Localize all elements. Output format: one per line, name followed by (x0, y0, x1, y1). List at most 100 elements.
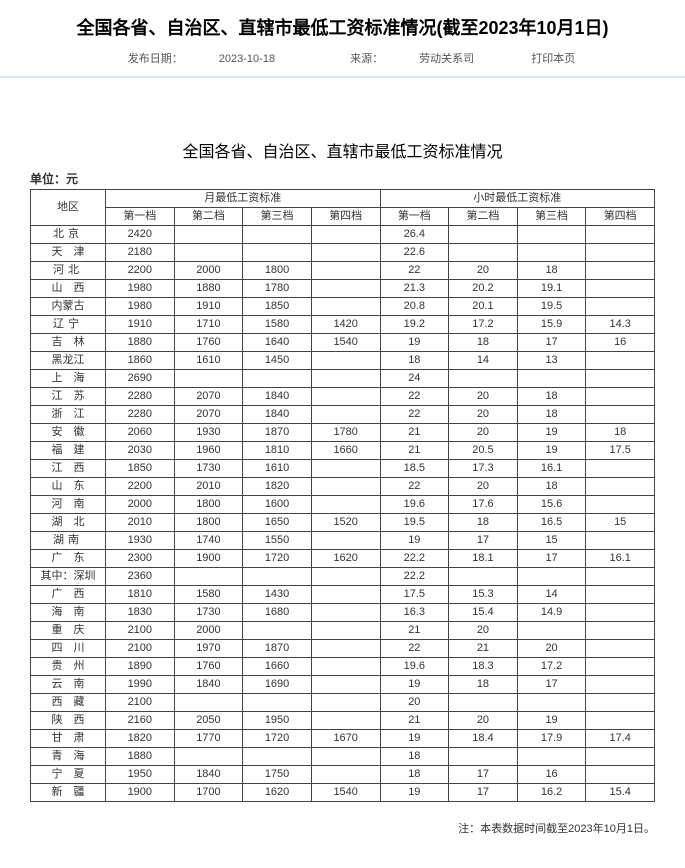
cell-value (586, 280, 655, 298)
cell-value (586, 298, 655, 316)
table-row: 江 苏228020701840222018 (31, 388, 655, 406)
cell-value (243, 622, 312, 640)
table-row: 江 西18501730161018.517.316.1 (31, 460, 655, 478)
cell-value: 17 (449, 784, 518, 802)
cell-value: 1540 (311, 784, 380, 802)
cell-value (311, 460, 380, 478)
cell-region: 湖 北 (31, 514, 106, 532)
publish-date: 发布日期：2023-10-18 (110, 53, 296, 65)
cell-value: 1600 (243, 496, 312, 514)
cell-value: 17.5 (586, 442, 655, 460)
cell-region: 新 疆 (31, 784, 106, 802)
cell-value (449, 226, 518, 244)
source-label: 来源： (350, 53, 383, 65)
cell-value: 1820 (243, 478, 312, 496)
table-row: 甘 肃18201770172016701918.417.917.4 (31, 730, 655, 748)
cell-value: 19.5 (380, 514, 449, 532)
cell-region: 云 南 (31, 676, 106, 694)
table-row: 贵 州18901760166019.618.317.2 (31, 658, 655, 676)
table-row: 广 东230019001720162022.218.11716.1 (31, 550, 655, 568)
table-row: 云 南199018401690191817 (31, 676, 655, 694)
cell-region: 宁 夏 (31, 766, 106, 784)
cell-value (311, 388, 380, 406)
cell-value: 1620 (311, 550, 380, 568)
th-monthly: 月最低工资标准 (106, 190, 381, 208)
table-row: 上 海269024 (31, 370, 655, 388)
cell-value: 1760 (174, 334, 243, 352)
table-row: 湖 北201018001650152019.51816.515 (31, 514, 655, 532)
cell-value: 18 (517, 388, 586, 406)
cell-value: 2360 (106, 568, 175, 586)
cell-value: 1420 (311, 316, 380, 334)
cell-value (586, 694, 655, 712)
cell-value (174, 226, 243, 244)
cell-value (517, 370, 586, 388)
cell-value: 18.1 (449, 550, 518, 568)
cell-region: 辽宁 (31, 316, 106, 334)
cell-value: 19 (517, 442, 586, 460)
cell-value (311, 262, 380, 280)
cell-value: 2000 (174, 622, 243, 640)
cell-value: 1670 (311, 730, 380, 748)
source: 来源： 劳动关系司 (332, 53, 495, 65)
cell-region: 广 东 (31, 550, 106, 568)
cell-value (174, 748, 243, 766)
cell-value (243, 748, 312, 766)
cell-value: 1680 (243, 604, 312, 622)
cell-value: 2100 (106, 640, 175, 658)
print-link[interactable]: 打印本页 (531, 53, 575, 65)
cell-value: 17 (517, 676, 586, 694)
cell-region: 海 南 (31, 604, 106, 622)
cell-value: 1870 (243, 640, 312, 658)
cell-value: 2200 (106, 478, 175, 496)
cell-value: 1750 (243, 766, 312, 784)
table-row: 青 海188018 (31, 748, 655, 766)
cell-value (311, 244, 380, 262)
cell-value (311, 622, 380, 640)
cell-value: 19 (380, 784, 449, 802)
cell-region: 青 海 (31, 748, 106, 766)
cell-value: 1930 (174, 424, 243, 442)
cell-region: 江 西 (31, 460, 106, 478)
cell-value (311, 640, 380, 658)
cell-value: 22 (380, 478, 449, 496)
cell-region: 北京 (31, 226, 106, 244)
cell-region: 广 西 (31, 586, 106, 604)
cell-value: 18 (586, 424, 655, 442)
cell-value: 1610 (174, 352, 243, 370)
cell-value: 18.5 (380, 460, 449, 478)
cell-value: 2070 (174, 406, 243, 424)
table-row: 山 东220020101820222018 (31, 478, 655, 496)
cell-value: 2100 (106, 622, 175, 640)
cell-value: 2280 (106, 406, 175, 424)
cell-value: 15.4 (449, 604, 518, 622)
cell-region: 福 建 (31, 442, 106, 460)
th-m4: 第四档 (311, 208, 380, 226)
cell-value: 18 (380, 352, 449, 370)
cell-value: 1540 (311, 334, 380, 352)
cell-value: 1930 (106, 532, 175, 550)
cell-value: 15 (517, 532, 586, 550)
table-row: 新 疆1900170016201540191716.215.4 (31, 784, 655, 802)
cell-value: 2200 (106, 262, 175, 280)
cell-value: 19.2 (380, 316, 449, 334)
cell-value (517, 748, 586, 766)
cell-value (586, 226, 655, 244)
table-row: 河 南20001800160019.617.615.6 (31, 496, 655, 514)
cell-value: 1660 (311, 442, 380, 460)
cell-value: 20 (517, 640, 586, 658)
cell-value: 20.1 (449, 298, 518, 316)
table-row: 其中：深圳236022.2 (31, 568, 655, 586)
th-hourly: 小时最低工资标准 (380, 190, 655, 208)
cell-region: 陕 西 (31, 712, 106, 730)
cell-region: 浙 江 (31, 406, 106, 424)
cell-value: 2000 (174, 262, 243, 280)
cell-value (311, 532, 380, 550)
cell-value: 1960 (174, 442, 243, 460)
cell-value (586, 640, 655, 658)
cell-value: 19.5 (517, 298, 586, 316)
source-value: 劳动关系司 (419, 53, 474, 65)
cell-value: 2280 (106, 388, 175, 406)
cell-value: 2010 (106, 514, 175, 532)
cell-value (174, 568, 243, 586)
